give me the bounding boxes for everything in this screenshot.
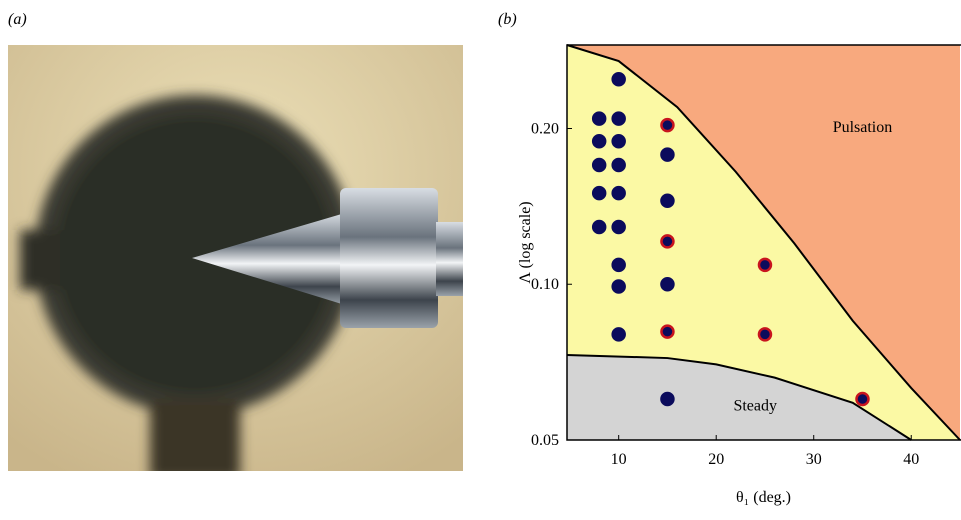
data-point <box>611 133 626 149</box>
data-point <box>611 185 626 201</box>
plot: Pulsation Steady 10 20 30 40 0.05 0.10 0.20 θ₁ (d… <box>517 44 961 506</box>
data-point <box>591 157 607 173</box>
region-label: Pulsation <box>833 119 893 136</box>
panel-label: (b) <box>498 11 517 28</box>
photo <box>8 45 463 471</box>
data-point <box>611 327 626 342</box>
data-point <box>757 327 773 342</box>
data-point <box>660 324 675 339</box>
panel-label: (a) <box>8 11 27 28</box>
data-point <box>591 133 607 149</box>
data-point <box>660 147 675 162</box>
y-tick-label: 0.10 <box>531 276 559 293</box>
data-point <box>611 219 626 235</box>
data-point <box>660 276 675 292</box>
data-point <box>660 234 675 249</box>
region-label: Steady <box>733 397 777 414</box>
data-point <box>591 185 607 201</box>
x-tick-label: 30 <box>806 451 822 468</box>
axes-frame <box>566 44 961 441</box>
y-axis-label: Λ (log scale) <box>517 201 534 283</box>
data-point <box>660 193 675 209</box>
x-tick-label: 10 <box>611 451 627 468</box>
x-axis-label: θ₁ (deg.) <box>736 489 791 506</box>
x-tick-label: 20 <box>708 451 724 468</box>
data-point <box>611 257 626 273</box>
data-point <box>591 111 607 126</box>
data-point <box>660 117 675 133</box>
data-point <box>611 111 626 126</box>
region-boundary <box>566 44 961 441</box>
y-tick-label: 0.05 <box>531 432 559 449</box>
x-tick-label: 40 <box>903 451 919 468</box>
region-fill <box>567 354 960 440</box>
data-point <box>757 257 773 273</box>
data-point <box>611 157 626 173</box>
data-point <box>611 279 626 294</box>
data-point <box>855 391 870 407</box>
data-point <box>591 219 607 235</box>
region-fill <box>567 45 960 440</box>
y-tick-label: 0.20 <box>531 120 559 137</box>
data-point <box>660 391 675 407</box>
data-point <box>611 72 626 87</box>
region-boundary <box>566 353 912 441</box>
